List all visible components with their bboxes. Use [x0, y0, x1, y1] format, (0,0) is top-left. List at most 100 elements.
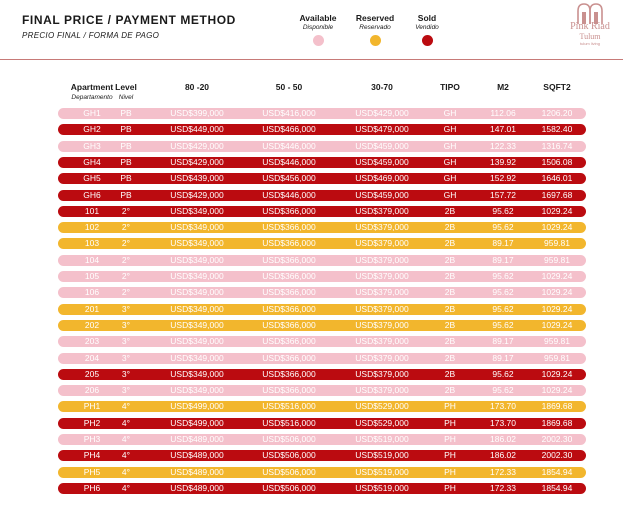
cell-m2: 139.92	[490, 156, 516, 167]
table-row: GH5 PB USD$439,000 USD$456,000 USD$469,000 GH…	[58, 173, 586, 185]
cell-m2: 89.17	[492, 336, 514, 347]
cell-price-80-20: USD$349,000	[170, 222, 224, 233]
cell-apartment: PH5	[83, 466, 101, 477]
cell-price-50-50: USD$506,000	[262, 434, 316, 444]
cell-price-50-50: USD$516,000	[262, 417, 316, 428]
cell-m2: 172.33	[490, 482, 516, 493]
cell-tipo: 2B	[444, 303, 456, 314]
cell-price-80-20: USD$449,000	[170, 124, 224, 135]
cell-tipo: PH	[444, 434, 456, 444]
cell-sqft2: 1029.24	[541, 385, 573, 396]
table-row: 105 2° USD$349,000 USD$366,000 USD$379,000 2B…	[58, 271, 586, 282]
cell-price-50-50: USD$506,000	[262, 482, 316, 493]
cell-level: 2°	[121, 205, 131, 216]
cell-level: 4°	[121, 417, 131, 428]
cell-price-50-50: USD$366,000	[262, 205, 316, 216]
cell-level: 3°	[121, 303, 131, 314]
cell-level: PB	[120, 189, 132, 200]
cell-m2: 95.62	[492, 271, 514, 281]
cell-price-50-50: USD$366,000	[262, 287, 316, 298]
cell-sqft2: 959.81	[544, 254, 570, 265]
cell-sqft2: 1316.74	[541, 140, 573, 151]
page-subtitle: PRECIO FINAL / FORMA DE PAGO	[22, 31, 160, 40]
cell-sqft2: 959.81	[544, 336, 570, 347]
table-row: 201 3° USD$349,000 USD$366,000 USD$379,000 2B…	[58, 303, 586, 315]
table-row: 104 2° USD$349,000 USD$366,000 USD$379,000 2B…	[58, 254, 586, 266]
cell-level: 2°	[121, 238, 131, 249]
cell-price-30-70: USD$529,000	[355, 401, 409, 412]
legend-reserved: Reserved Reservado	[330, 13, 420, 46]
cell-price-50-50: USD$366,000	[262, 222, 316, 233]
cell-m2: 122.33	[490, 140, 516, 151]
cell-level: 2°	[121, 254, 131, 265]
cell-price-30-70: USD$379,000	[355, 336, 409, 347]
cell-m2: 173.70	[490, 401, 516, 412]
column-header-m2: M2	[463, 82, 543, 92]
header-divider	[0, 59, 623, 60]
cell-price-30-70: USD$429,000	[355, 108, 409, 118]
cell-apartment: 204	[84, 352, 100, 363]
cell-level: 4°	[121, 482, 131, 493]
cell-apartment: 202	[84, 319, 100, 330]
cell-price-80-20: USD$349,000	[170, 287, 224, 298]
column-header-label: 50 - 50	[275, 82, 303, 92]
cell-m2: 152.92	[490, 173, 516, 184]
cell-price-30-70: USD$379,000	[355, 271, 409, 281]
cell-apartment: 201	[84, 303, 100, 314]
column-header-label: Apartment	[70, 82, 114, 92]
cell-sqft2: 1029.24	[541, 319, 573, 330]
cell-tipo: GH	[443, 124, 457, 135]
table-row: GH4 PB USD$429,000 USD$446,000 USD$459,000 GH…	[58, 156, 586, 168]
cell-apartment: 205	[84, 368, 100, 379]
cell-sqft2: 1206.20	[541, 108, 573, 118]
cell-price-80-20: USD$489,000	[170, 450, 224, 461]
cell-m2: 157.72	[490, 189, 516, 200]
cell-price-30-70: USD$519,000	[355, 482, 409, 493]
cell-price-30-70: USD$469,000	[355, 173, 409, 184]
cell-tipo: 2B	[444, 205, 456, 216]
cell-sqft2: 959.81	[544, 352, 570, 363]
page-title: FINAL PRICE / PAYMENT METHOD	[22, 13, 236, 27]
cell-price-30-70: USD$379,000	[355, 238, 409, 249]
cell-level: 2°	[121, 287, 131, 298]
cell-m2: 186.02	[490, 434, 516, 444]
cell-price-80-20: USD$499,000	[170, 401, 224, 412]
cell-m2: 173.70	[490, 417, 516, 428]
table-row: 202 3° USD$349,000 USD$366,000 USD$379,000 2B…	[58, 319, 586, 331]
cell-price-50-50: USD$446,000	[262, 140, 316, 151]
cell-apartment: 102	[84, 222, 100, 233]
cell-apartment: PH4	[83, 450, 101, 461]
cell-price-30-70: USD$379,000	[355, 222, 409, 233]
table-row: PH3 4° USD$489,000 USD$506,000 USD$519,000 PH…	[58, 434, 586, 445]
logo-tagline: tulum living	[579, 41, 600, 46]
cell-price-30-70: USD$379,000	[355, 352, 409, 363]
legend-sold: Sold Vendido	[382, 13, 472, 46]
cell-tipo: PH	[444, 401, 456, 412]
cell-price-80-20: USD$349,000	[170, 271, 224, 281]
cell-price-50-50: USD$446,000	[262, 156, 316, 167]
cell-price-80-20: USD$349,000	[170, 336, 224, 347]
legend-reserved-sublabel: Reservado	[359, 24, 391, 31]
cell-price-30-70: USD$529,000	[355, 417, 409, 428]
cell-sqft2: 1854.94	[541, 482, 573, 493]
cell-price-30-70: USD$519,000	[355, 450, 409, 461]
cell-tipo: PH	[444, 450, 456, 461]
table-row: PH4 4° USD$489,000 USD$506,000 USD$519,000 PH…	[58, 450, 586, 462]
table-row: 204 3° USD$349,000 USD$366,000 USD$379,000 2B…	[58, 352, 586, 364]
cell-price-50-50: USD$416,000	[262, 108, 316, 118]
table-row: PH5 4° USD$489,000 USD$506,000 USD$519,000 PH…	[58, 466, 586, 478]
cell-price-80-20: USD$349,000	[170, 205, 224, 216]
legend-available-dot	[312, 35, 324, 46]
cell-level: 4°	[121, 401, 131, 412]
column-header-label: Level	[115, 82, 137, 92]
cell-m2: 89.17	[492, 238, 514, 249]
cell-price-50-50: USD$366,000	[262, 319, 316, 330]
cell-level: 3°	[121, 319, 131, 330]
cell-level: 3°	[121, 352, 131, 363]
cell-level: 2°	[121, 271, 131, 281]
cell-apartment: 105	[84, 271, 100, 281]
cell-m2: 89.17	[492, 352, 514, 363]
column-header-tipo: TIPO	[410, 82, 490, 92]
cell-tipo: GH	[443, 108, 457, 118]
cell-price-30-70: USD$379,000	[355, 319, 409, 330]
